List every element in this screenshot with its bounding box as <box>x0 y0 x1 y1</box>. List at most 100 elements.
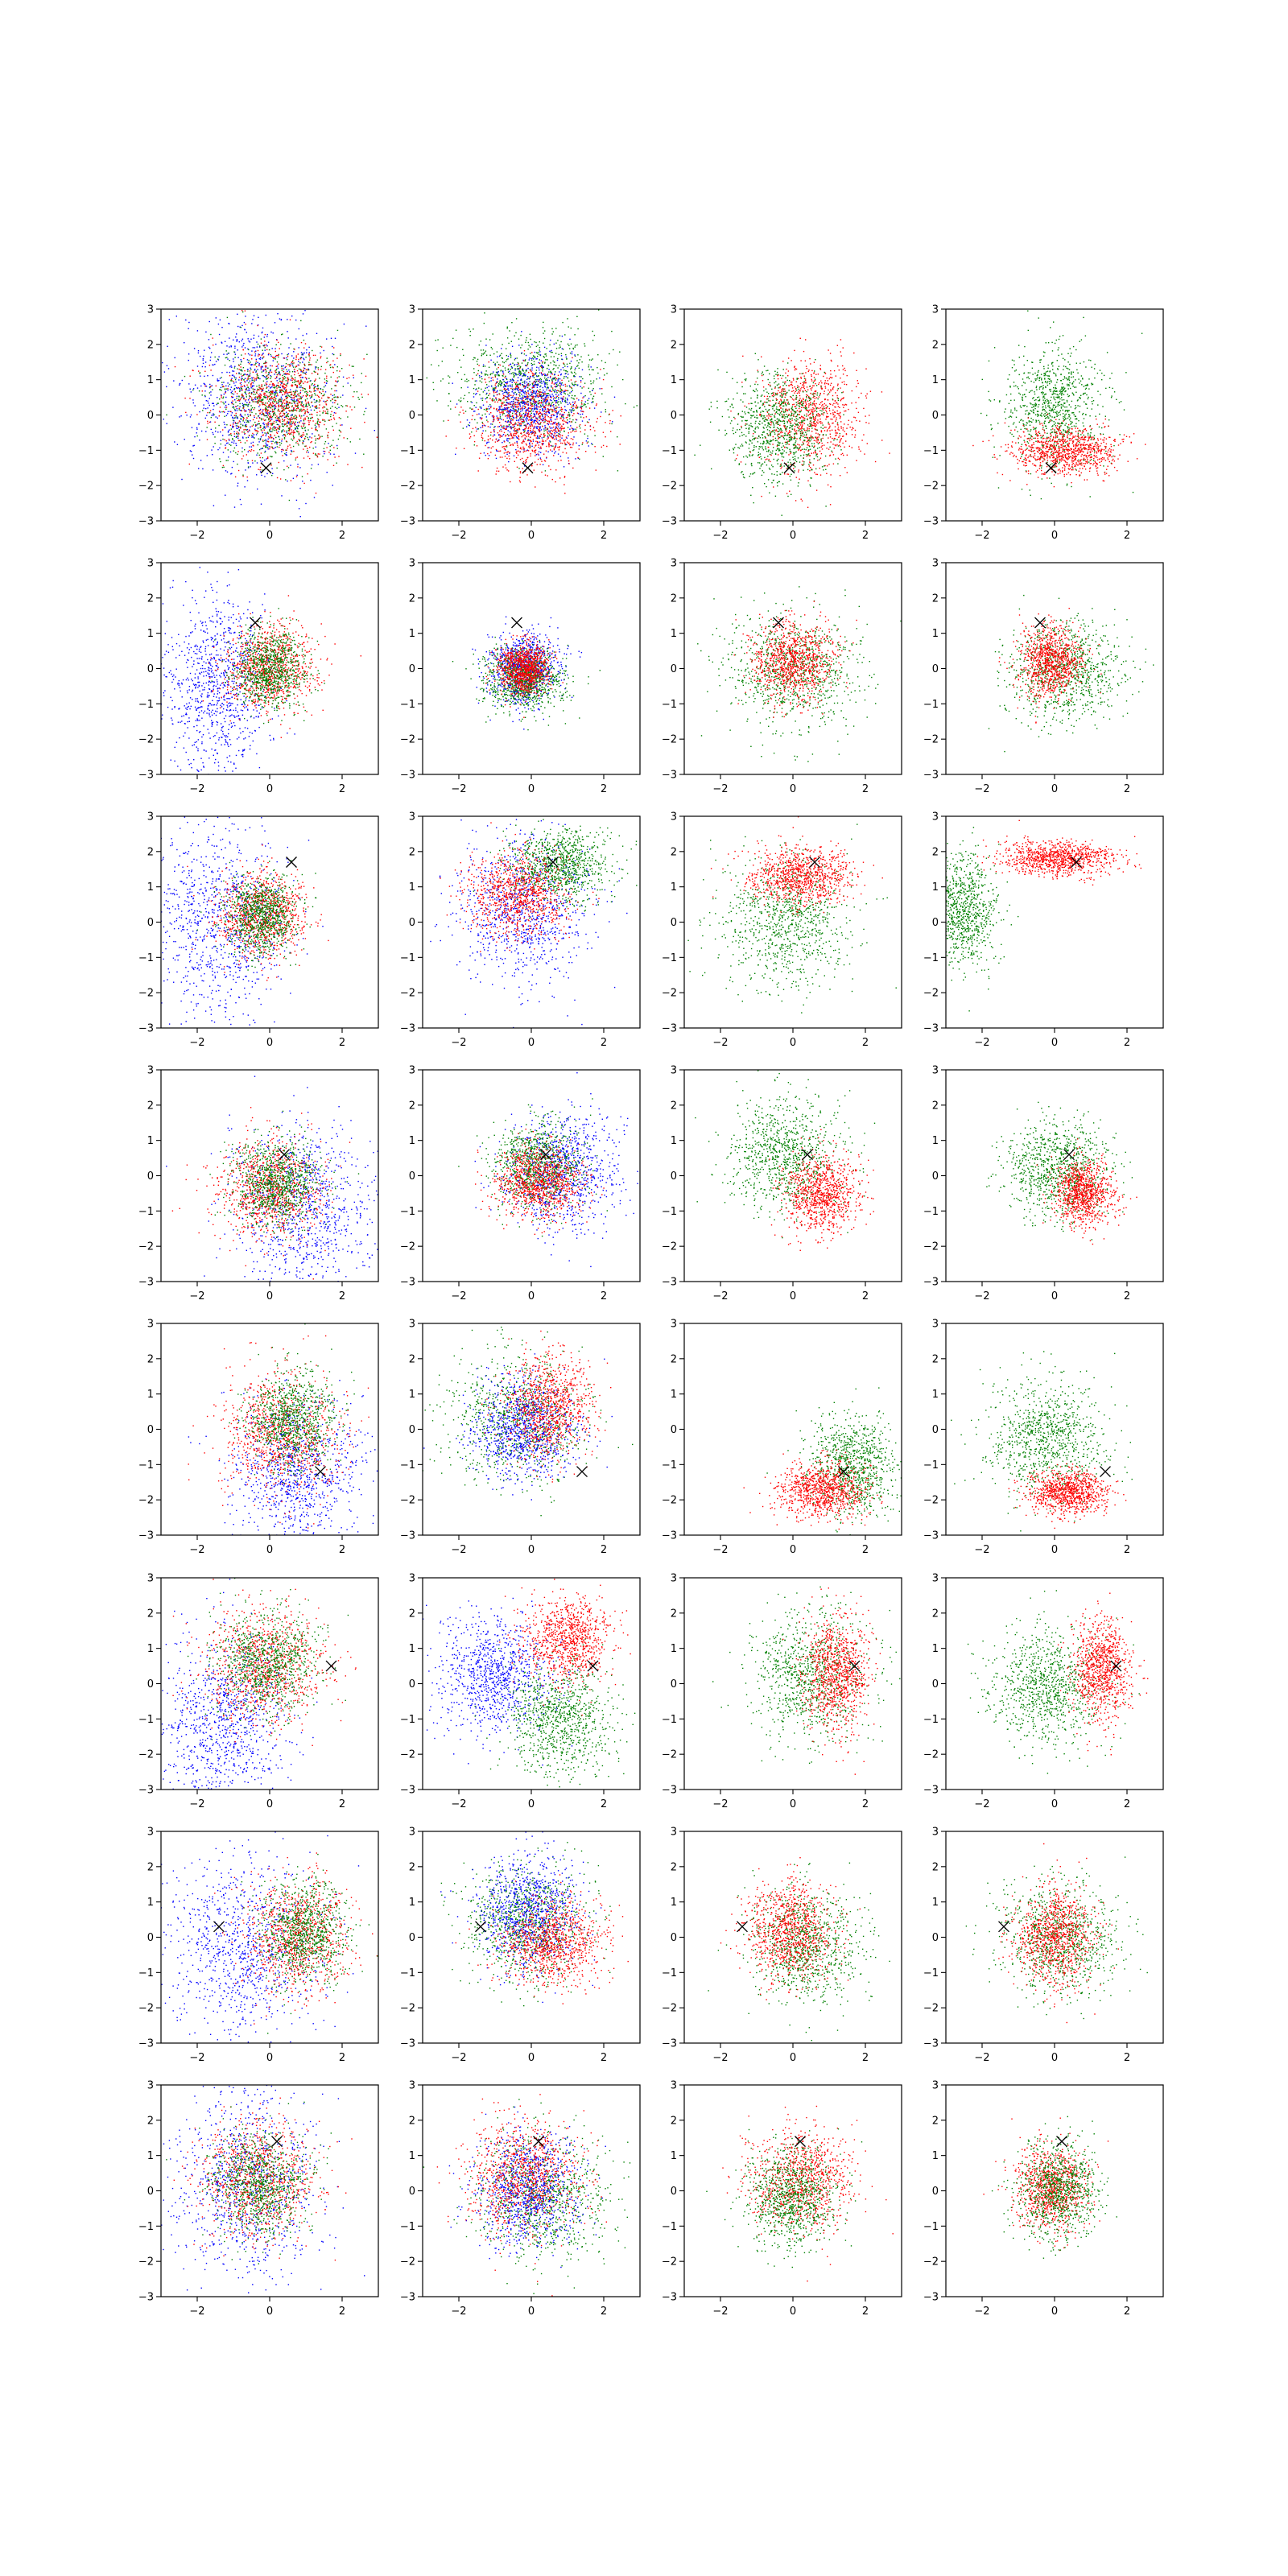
point <box>326 409 327 410</box>
point <box>282 407 283 408</box>
point <box>537 356 538 357</box>
point <box>238 396 239 397</box>
point <box>276 403 277 404</box>
point <box>303 483 304 484</box>
point <box>519 368 520 369</box>
point <box>306 391 307 392</box>
point <box>524 408 525 409</box>
point <box>281 431 282 432</box>
point <box>551 380 552 381</box>
point <box>522 406 523 407</box>
point <box>341 368 342 369</box>
point <box>270 447 271 448</box>
point <box>232 390 233 391</box>
point <box>551 391 552 392</box>
point <box>488 442 489 443</box>
point <box>527 404 528 405</box>
point <box>263 381 264 382</box>
point <box>314 410 315 411</box>
point <box>245 429 246 430</box>
point <box>202 390 203 391</box>
point <box>305 395 306 396</box>
point <box>519 418 520 419</box>
point <box>240 410 241 411</box>
point <box>605 409 606 410</box>
point <box>593 381 594 382</box>
point <box>239 377 240 378</box>
point <box>547 429 548 430</box>
point <box>575 395 576 396</box>
point <box>463 427 464 428</box>
point <box>572 384 573 385</box>
point <box>179 385 180 386</box>
point <box>588 355 589 356</box>
point <box>568 412 569 413</box>
point <box>241 384 242 385</box>
point <box>524 350 525 351</box>
point <box>266 375 267 376</box>
point <box>497 420 498 421</box>
point <box>309 436 310 437</box>
point <box>307 448 308 449</box>
point <box>265 334 266 335</box>
point <box>254 429 255 430</box>
point <box>514 369 515 370</box>
point <box>271 456 272 457</box>
point <box>229 372 230 373</box>
point <box>464 381 465 382</box>
point <box>254 364 255 365</box>
point <box>520 335 521 336</box>
point <box>482 423 483 424</box>
point <box>476 374 477 375</box>
point <box>531 413 532 414</box>
point <box>229 366 230 367</box>
point <box>538 429 539 430</box>
point <box>244 322 245 323</box>
point <box>531 352 532 353</box>
point <box>267 458 268 459</box>
point <box>307 406 308 407</box>
point <box>307 409 308 410</box>
point <box>534 421 535 422</box>
point <box>550 427 551 428</box>
point <box>272 429 273 430</box>
point <box>511 438 512 439</box>
point <box>300 382 301 383</box>
point <box>207 407 208 408</box>
point <box>224 416 225 417</box>
point <box>317 421 318 422</box>
point <box>558 440 559 441</box>
point <box>443 420 444 421</box>
point <box>297 386 298 387</box>
point <box>519 412 520 413</box>
point <box>278 373 279 374</box>
point <box>207 401 208 402</box>
point <box>268 354 269 355</box>
point <box>488 406 489 407</box>
point <box>240 414 241 415</box>
point <box>225 357 226 358</box>
point <box>295 457 296 458</box>
point <box>264 476 265 477</box>
point <box>509 418 510 419</box>
point <box>258 365 259 366</box>
point <box>298 373 299 374</box>
point <box>317 395 318 396</box>
point <box>320 357 321 358</box>
point <box>209 384 210 385</box>
point <box>276 415 277 416</box>
point <box>330 416 331 417</box>
point <box>241 388 242 389</box>
point <box>296 355 297 356</box>
point <box>522 441 523 442</box>
point <box>574 372 575 373</box>
point <box>287 380 288 381</box>
point <box>538 400 539 401</box>
point <box>231 378 232 379</box>
point <box>291 451 292 452</box>
point <box>581 361 582 362</box>
point <box>463 398 464 399</box>
point <box>233 461 234 462</box>
point <box>281 353 282 354</box>
point <box>281 397 282 398</box>
